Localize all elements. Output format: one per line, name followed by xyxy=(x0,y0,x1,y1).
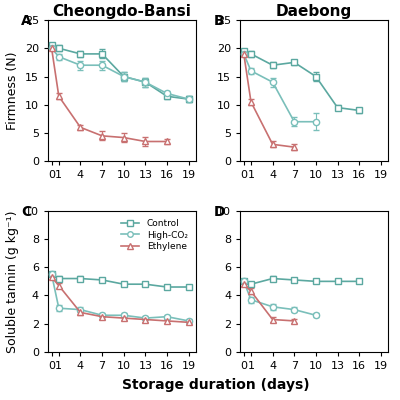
Y-axis label: Soluble tannin (g kg⁻¹): Soluble tannin (g kg⁻¹) xyxy=(6,210,20,353)
Text: C: C xyxy=(21,205,32,219)
Text: A: A xyxy=(21,14,32,28)
Y-axis label: Firmness (N): Firmness (N) xyxy=(6,51,19,130)
Title: Cheongdo-Bansi: Cheongdo-Bansi xyxy=(52,4,191,19)
Legend: Control, High-CO₂, Ethylene: Control, High-CO₂, Ethylene xyxy=(118,215,191,255)
Text: B: B xyxy=(214,14,224,28)
Text: D: D xyxy=(214,205,225,219)
Title: Daebong: Daebong xyxy=(276,4,352,19)
Text: Storage duration (days): Storage duration (days) xyxy=(122,378,310,392)
